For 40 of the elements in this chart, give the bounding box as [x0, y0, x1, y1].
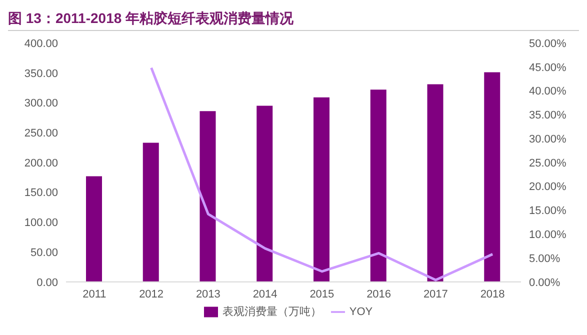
legend-label: YOY — [349, 306, 373, 318]
y-tick-label: 200.00 — [24, 157, 58, 170]
y2-tick-label: 5.00% — [529, 252, 560, 265]
y-tick-label: 150.00 — [24, 187, 58, 200]
y2-tick-label: 30.00% — [529, 133, 567, 146]
x-tick-label: 2014 — [252, 288, 278, 301]
y-tick-label: 400.00 — [24, 38, 58, 50]
x-tick-label: 2013 — [196, 288, 220, 301]
x-tick-label: 2018 — [480, 288, 505, 301]
y-tick-label: 350.00 — [24, 68, 58, 80]
y-tick-label: 300.00 — [24, 98, 58, 110]
y-tick-label: 0.00 — [36, 276, 58, 289]
y2-tick-label: 20.00% — [529, 181, 567, 194]
chart-title: 图 13：2011-2018 年粘胶短纤表观消费量情况 — [8, 8, 579, 31]
bar — [86, 176, 102, 282]
bar — [314, 97, 330, 282]
y2-tick-label: 50.00% — [529, 38, 567, 50]
bar — [142, 142, 159, 282]
x-tick-label: 2011 — [82, 288, 106, 301]
y2-tick-label: 25.00% — [529, 157, 567, 170]
x-tick-label: 2012 — [139, 288, 164, 301]
bar — [427, 84, 444, 282]
y2-tick-label: 45.00% — [529, 62, 567, 74]
line-series — [150, 66, 494, 282]
y2-tick-label: 10.00% — [529, 229, 567, 242]
bar — [370, 90, 386, 282]
bar — [484, 72, 500, 282]
y2-tick-label: 0.00% — [529, 276, 560, 289]
legend-label: 表观消费量（万吨） — [222, 306, 322, 318]
x-tick-label: 2015 — [310, 288, 334, 301]
y2-tick-label: 35.00% — [529, 110, 567, 122]
y-tick-label: 50.00 — [30, 246, 58, 259]
x-tick-label: 2016 — [366, 288, 392, 301]
y2-tick-label: 15.00% — [529, 205, 567, 218]
y2-tick-label: 40.00% — [529, 86, 567, 98]
y-tick-label: 100.00 — [24, 217, 58, 230]
bar — [256, 106, 273, 282]
bar — [200, 111, 216, 282]
x-tick-label: 2017 — [423, 288, 448, 301]
y-tick-label: 250.00 — [24, 127, 58, 140]
